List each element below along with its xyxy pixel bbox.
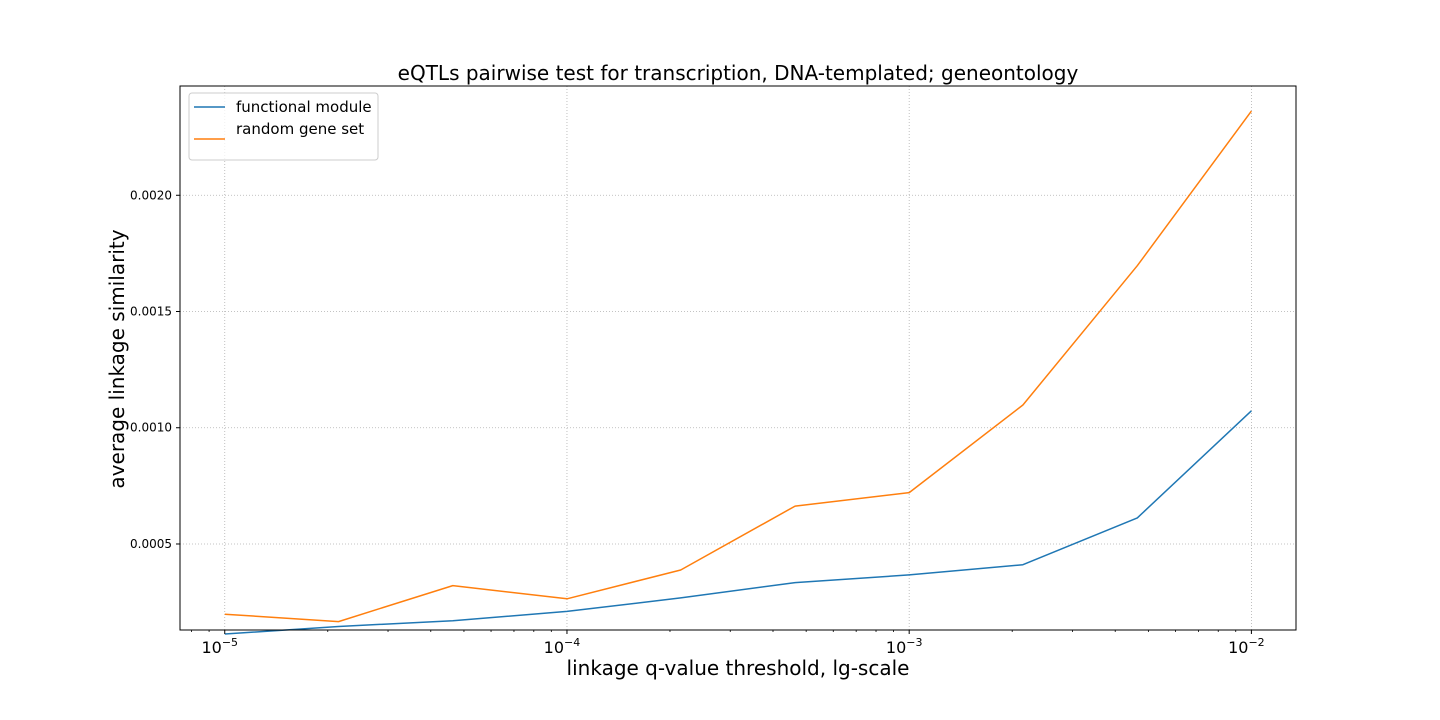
grid [180, 86, 1296, 630]
x-tick-label: 10−5 [201, 636, 238, 657]
y-axis-title: average linkage similarity [105, 229, 129, 488]
x-tick-label: 10−4 [544, 636, 581, 657]
y-tick-label: 0.0020 [130, 188, 172, 202]
y-tick-label: 0.0015 [130, 305, 172, 319]
y-tick-label: 0.0005 [130, 537, 172, 551]
y-tick-label: 0.0010 [130, 421, 172, 435]
x-axis: 10−5 10−4 10−3 10−2 [191, 630, 1265, 657]
series-lines [224, 110, 1253, 635]
chart-title: eQTLs pairwise test for transcription, D… [398, 61, 1079, 85]
plot-frame [179, 85, 1297, 631]
y-axis: 0.0005 0.0010 0.0015 0.0020 [130, 188, 180, 551]
x-tick-label: 10−3 [886, 636, 923, 657]
legend: functional module random gene set [188, 92, 379, 161]
x-tick-label: 10−2 [1228, 636, 1265, 657]
series-line-functional-module [224, 410, 1252, 635]
x-axis-title: linkage q-value threshold, lg-scale [567, 656, 910, 680]
legend-label-functional-module: functional module [236, 98, 372, 116]
legend-label-random-gene-set: random gene set [236, 120, 364, 138]
series-line-random-gene-set [224, 110, 1253, 623]
legend-box [188, 92, 379, 161]
